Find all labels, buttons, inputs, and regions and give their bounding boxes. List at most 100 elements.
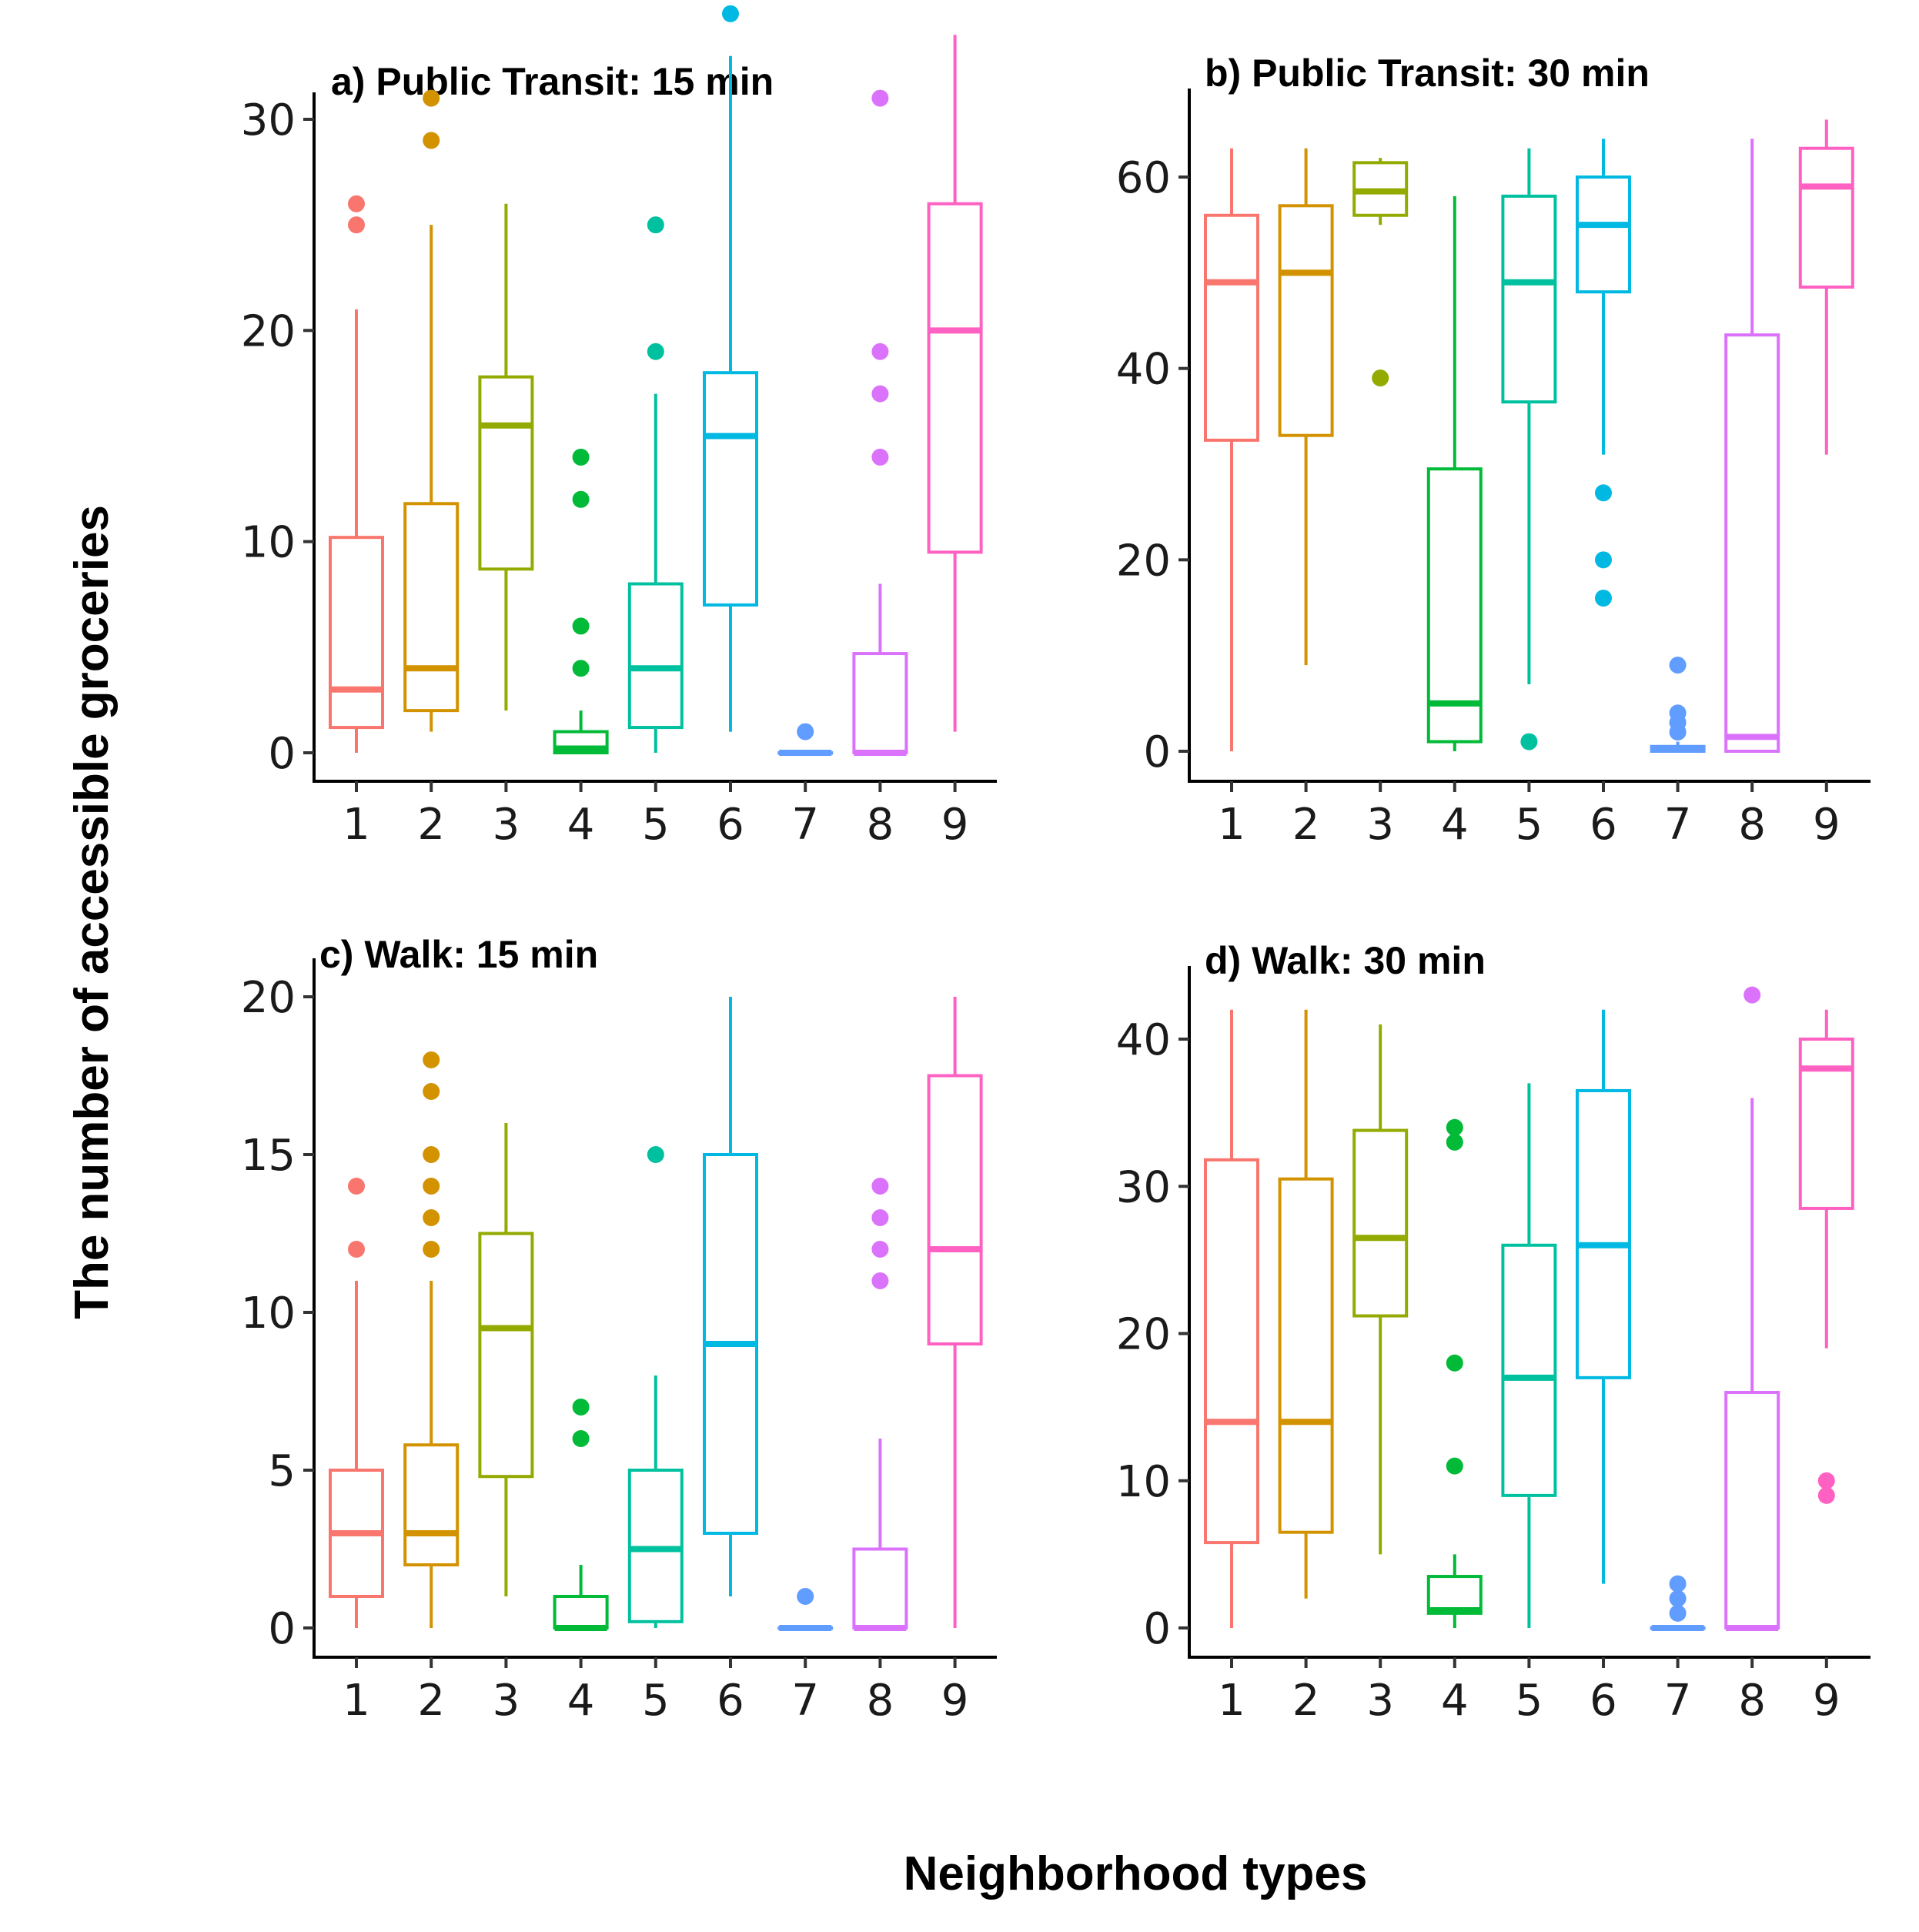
x-tick-label: 8 xyxy=(1738,1676,1766,1726)
x-tick-label: 5 xyxy=(1516,1676,1543,1726)
x-tick-label: 7 xyxy=(1664,1676,1692,1726)
box-type-2 xyxy=(1278,1009,1334,1599)
y-tick-label: 5 xyxy=(268,1446,296,1496)
x-tick-label: 2 xyxy=(1292,1676,1320,1726)
box-type-9 xyxy=(1798,119,1854,455)
y-tick-label: 10 xyxy=(241,1289,296,1339)
outlier-point xyxy=(423,1241,440,1258)
box-iqr xyxy=(553,1595,609,1629)
box-iqr xyxy=(478,1232,534,1479)
box-iqr xyxy=(627,1469,684,1623)
box-iqr xyxy=(1352,1128,1409,1318)
box-type-4 xyxy=(1426,1118,1483,1628)
x-tick-label: 3 xyxy=(1366,800,1394,850)
outlier-point xyxy=(423,1083,440,1100)
y-tick-label: 15 xyxy=(241,1131,296,1181)
box-type-5 xyxy=(627,216,684,753)
outlier-point xyxy=(871,1209,889,1226)
panel-title-b: b) Public Transit: 30 min xyxy=(1205,52,1650,95)
box-type-6 xyxy=(1576,1009,1631,1584)
outlier-point xyxy=(871,343,889,360)
outlier-point xyxy=(871,448,889,466)
box-type-2 xyxy=(1278,148,1334,666)
box-iqr xyxy=(1576,1088,1631,1379)
box-iqr xyxy=(1426,1575,1483,1615)
y-tick-label: 0 xyxy=(1143,1604,1171,1654)
box-iqr xyxy=(1204,1158,1259,1545)
panel-d-walk-30: d) Walk: 30 min 0 10 20 30 40 1 2 3 4 5 6 7 8 9 xyxy=(1116,939,1871,1726)
outlier-point xyxy=(797,1588,814,1605)
box-type-8 xyxy=(852,89,908,756)
box-type-7 xyxy=(1650,1575,1706,1631)
outlier-point xyxy=(1446,1457,1463,1475)
outlier-point xyxy=(348,195,365,212)
panel-title-a: a) Public Transit: 15 min xyxy=(331,60,774,103)
outlier-point xyxy=(1669,657,1687,674)
y-tick-label: 0 xyxy=(268,1604,296,1654)
box-type-5 xyxy=(1501,148,1557,750)
box-type-4 xyxy=(553,448,609,754)
outlier-point xyxy=(348,1241,365,1258)
y-tick-label: 20 xyxy=(1116,1310,1171,1360)
box-iqr xyxy=(1278,1177,1334,1534)
box-type-7 xyxy=(1650,657,1706,753)
y-tick-label: 30 xyxy=(241,95,296,145)
box-type-6 xyxy=(703,997,758,1596)
outlier-point xyxy=(1520,733,1538,750)
box-type-9 xyxy=(927,997,983,1628)
box-type-4 xyxy=(1426,196,1483,751)
box-iqr xyxy=(927,1074,983,1345)
box-iqr xyxy=(627,582,684,730)
box-iqr xyxy=(1724,1391,1780,1629)
box-iqr xyxy=(1204,213,1259,442)
panel-title-d: d) Walk: 30 min xyxy=(1205,939,1486,982)
box-type-3 xyxy=(478,1123,534,1596)
outlier-point xyxy=(1743,986,1761,1004)
box-iqr xyxy=(1426,467,1483,744)
outlier-point xyxy=(1372,369,1389,387)
y-tick-label: 20 xyxy=(241,973,296,1023)
outlier-point xyxy=(871,385,889,403)
box-type-8 xyxy=(852,1178,908,1631)
x-tick-label: 9 xyxy=(1813,800,1840,850)
panel-b-public-transit-30: b) Public Transit: 30 min 0 20 40 60 1 2 3 4 5 6 7… xyxy=(1116,52,1871,850)
box-iqr xyxy=(329,536,384,730)
outlier-point xyxy=(572,1399,590,1416)
outlier-point xyxy=(871,1272,889,1289)
x-tick-label: 3 xyxy=(493,1676,520,1726)
x-tick-label: 5 xyxy=(642,1676,670,1726)
outlier-point xyxy=(871,89,889,107)
x-tick-label: 1 xyxy=(1218,800,1245,850)
outlier-point xyxy=(871,1178,889,1195)
x-tick-label: 6 xyxy=(1590,1676,1617,1726)
outlier-point xyxy=(1669,1575,1687,1593)
outlier-point xyxy=(1669,704,1687,722)
outlier-point xyxy=(797,723,814,740)
outlier-point xyxy=(572,448,590,466)
x-tick-label: 1 xyxy=(1218,1676,1245,1726)
box-iqr xyxy=(403,502,460,713)
x-tick-label: 2 xyxy=(417,800,445,850)
outlier-point xyxy=(1446,1354,1463,1372)
box-type-6 xyxy=(1576,139,1631,607)
outlier-point xyxy=(1817,1486,1835,1504)
x-tick-label: 4 xyxy=(567,800,595,850)
x-tick-label: 5 xyxy=(642,800,670,850)
y-tick-label: 20 xyxy=(241,306,296,356)
outlier-point xyxy=(647,216,664,234)
outlier-point xyxy=(572,1430,590,1447)
outlier-point xyxy=(1446,1133,1463,1151)
x-tick-label: 2 xyxy=(1292,800,1320,850)
outlier-point xyxy=(871,1241,889,1258)
outlier-point xyxy=(1446,1118,1463,1136)
box-iqr xyxy=(852,1547,908,1629)
panel-a-public-transit-15: a) Public Transit: 15 min 0 10 20 30 1 2 3 4 5 6 7… xyxy=(241,5,997,850)
y-tick-label: 60 xyxy=(1116,153,1171,203)
x-tick-label: 7 xyxy=(1664,800,1692,850)
x-tick-label: 2 xyxy=(417,1676,445,1726)
outlier-point xyxy=(1669,1589,1687,1607)
box-type-5 xyxy=(1501,1083,1557,1628)
x-tick-label: 6 xyxy=(717,1676,744,1726)
x-tick-label: 1 xyxy=(343,1676,370,1726)
